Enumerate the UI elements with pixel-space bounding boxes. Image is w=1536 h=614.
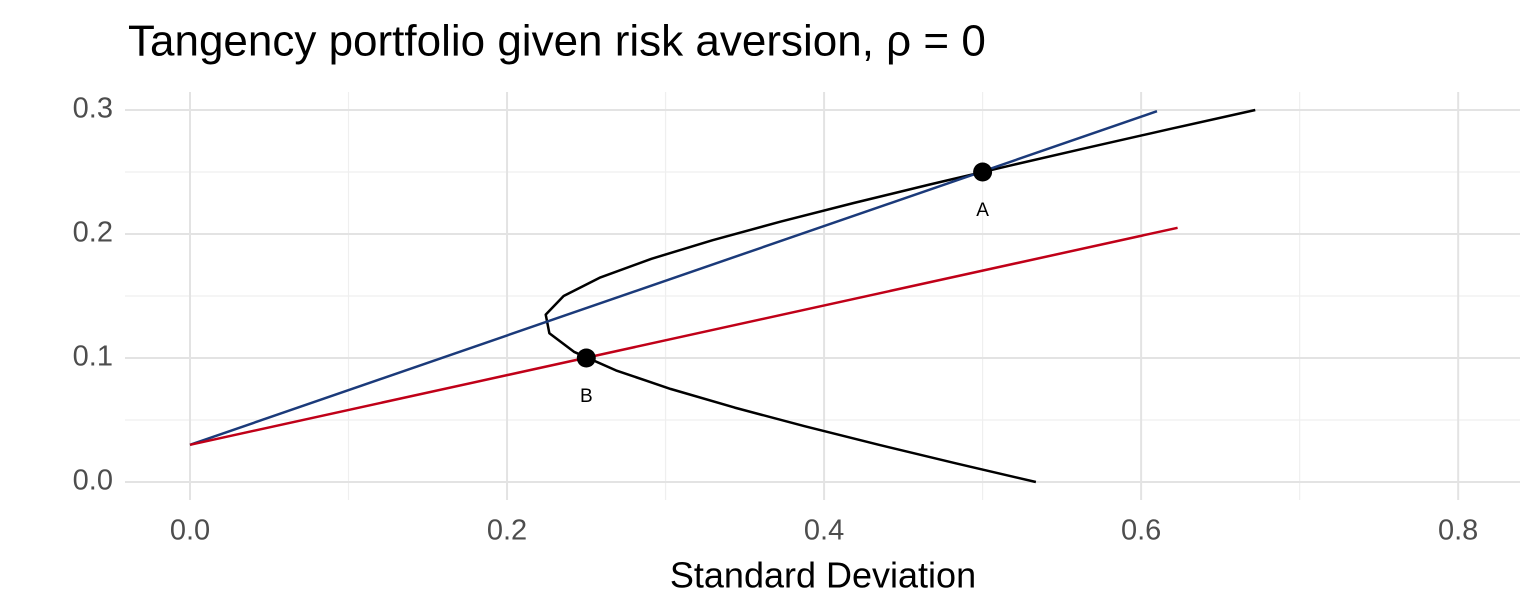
series-line bbox=[189, 110, 1158, 446]
y-tick-label: 0.0 bbox=[73, 465, 113, 497]
series-line bbox=[189, 226, 1178, 447]
x-tick-label: 0.2 bbox=[487, 515, 527, 547]
x-tick-label: 0.4 bbox=[804, 515, 844, 547]
y-tick-label: 0.2 bbox=[73, 217, 113, 249]
x-tick-label: 0.0 bbox=[170, 515, 210, 547]
y-tick-label: 0.3 bbox=[73, 93, 113, 125]
portfolio-point bbox=[973, 162, 993, 182]
x-axis-label: Standard Deviation bbox=[670, 555, 976, 596]
point-label: B bbox=[580, 386, 593, 407]
y-tick-label: 0.1 bbox=[73, 341, 113, 373]
chart-title: Tangency portfolio given risk aversion, … bbox=[128, 17, 986, 66]
x-tick-label: 0.6 bbox=[1121, 515, 1161, 547]
point-label: A bbox=[976, 200, 989, 221]
portfolio-point bbox=[576, 348, 596, 368]
x-tick-label: 0.8 bbox=[1438, 515, 1478, 547]
